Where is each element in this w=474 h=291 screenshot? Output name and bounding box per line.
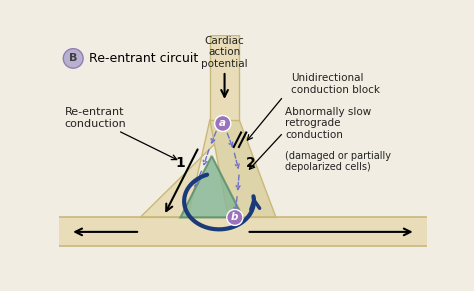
Text: B: B	[69, 54, 77, 63]
Text: Cardiac
action
potential: Cardiac action potential	[201, 36, 248, 69]
Text: Abnormally slow
retrograde
conduction: Abnormally slow retrograde conduction	[285, 107, 372, 140]
Bar	[59, 217, 427, 246]
Text: b: b	[231, 212, 238, 222]
Text: 2: 2	[246, 156, 255, 170]
Polygon shape	[140, 120, 239, 217]
Circle shape	[215, 116, 231, 132]
Polygon shape	[210, 120, 276, 217]
Text: Re-entrant circuit: Re-entrant circuit	[89, 52, 198, 65]
Text: a: a	[219, 118, 226, 128]
Text: Re-entrant
conduction: Re-entrant conduction	[65, 107, 127, 129]
Text: Unidirectional
conduction block: Unidirectional conduction block	[291, 73, 380, 95]
Circle shape	[64, 49, 83, 68]
Polygon shape	[181, 156, 243, 217]
Circle shape	[227, 210, 243, 225]
Polygon shape	[210, 35, 239, 120]
Text: (damaged or partially
depolarized cells): (damaged or partially depolarized cells)	[285, 151, 391, 172]
Text: 1: 1	[175, 156, 185, 170]
